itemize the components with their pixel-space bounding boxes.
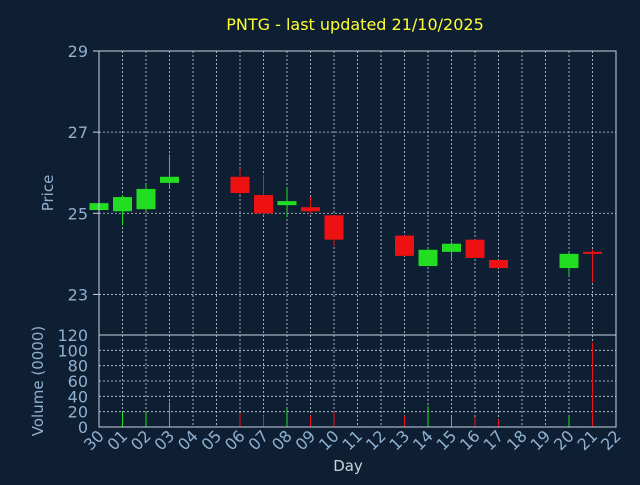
price-ytick-label: 27 xyxy=(68,123,88,142)
price-grid xyxy=(93,50,617,335)
volume-ytick-label: 60 xyxy=(68,372,88,391)
candle-body-10 xyxy=(324,215,344,240)
price-candles xyxy=(89,154,602,283)
candle-body-17 xyxy=(489,259,508,269)
volume-ytick-label: 120 xyxy=(57,326,88,345)
volume-bars xyxy=(122,342,593,427)
price-axis-label: Price xyxy=(39,175,57,212)
candle-body-03 xyxy=(160,176,179,183)
price-ytick-label: 29 xyxy=(68,42,88,61)
volume-panel-frame xyxy=(98,334,617,428)
x-tick-labels: 3001020304050607080910111213141516171819… xyxy=(80,426,625,454)
candle-body-09 xyxy=(301,207,320,212)
volume-ytick-label: 20 xyxy=(68,403,88,422)
price-ytick-label: 25 xyxy=(68,204,88,223)
x-axis-label: Day xyxy=(333,457,363,475)
volume-ytick-label: 100 xyxy=(57,341,88,360)
volume-axis-label: Volume (0000) xyxy=(29,326,47,436)
price-ytick-labels: 23 25 27 29 xyxy=(68,42,88,304)
candle-body-01 xyxy=(113,197,132,212)
candle-body-20 xyxy=(559,253,579,269)
candle-body-21 xyxy=(583,251,602,254)
volume-ytick-label: 80 xyxy=(68,357,88,376)
candle-body-02 xyxy=(136,188,156,210)
candle-body-07 xyxy=(254,195,273,214)
candle-body-15 xyxy=(442,243,461,252)
volume-ytick-label: 40 xyxy=(68,387,88,406)
volume-grid xyxy=(98,335,617,427)
candle-body-14 xyxy=(418,249,438,267)
price-ytick-label: 23 xyxy=(68,285,88,304)
chart-title: PNTG - last updated 21/10/2025 xyxy=(226,15,484,34)
volume-ytick-label: 0 xyxy=(78,418,88,437)
candle-body-16 xyxy=(465,239,485,258)
x-tick-label: 22 xyxy=(597,426,625,454)
candle-body-13 xyxy=(395,235,414,256)
candle-body-08 xyxy=(277,201,297,206)
candle-body-06 xyxy=(230,176,250,193)
